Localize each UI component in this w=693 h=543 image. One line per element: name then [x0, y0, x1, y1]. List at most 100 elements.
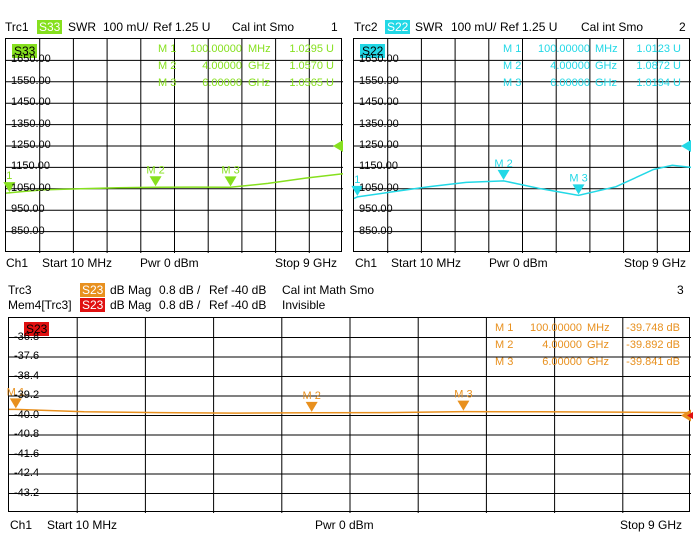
channel-label: Ch1: [6, 256, 29, 270]
marker-label: M 1: [7, 386, 25, 398]
y-axis-label: 1550.00: [11, 74, 51, 87]
marker-stimulus: 100.00000: [538, 43, 590, 55]
scale-label: 100 mU/: [451, 20, 497, 34]
trace-line: [5, 173, 344, 194]
y-axis-label: 1050.00: [11, 181, 51, 194]
marker-name: M 1: [495, 322, 514, 334]
marker-value: -39.841 dB: [626, 356, 680, 368]
memory-trace-name: Mem4[Trc3]: [8, 298, 72, 312]
marker-value: -39.892 dB: [626, 339, 680, 351]
marker-label: M 3: [221, 164, 239, 176]
memory-scale-label: 0.8 dB /: [159, 298, 201, 312]
marker-label: M 2: [146, 164, 164, 176]
marker-value: -39.748 dB: [626, 322, 680, 334]
marker-stimulus: 6.00000: [550, 77, 590, 89]
y-axis-label: 1450.00: [11, 96, 51, 109]
power-label[interactable]: Pwr 0 dBm: [140, 256, 199, 270]
marker-stimulus: 6.00000: [542, 356, 582, 368]
y-axis-label: 1050.00: [359, 181, 399, 194]
y-axis-label: 1550.00: [359, 74, 399, 87]
trace-param-tag: S22: [360, 44, 386, 58]
grid-and-trace: 1 M 2 M 3: [3, 39, 344, 253]
stop-frequency[interactable]: Stop 9 GHz: [624, 256, 687, 270]
trace-name: Trc1: [5, 20, 29, 34]
y-axis-label: 850.00: [11, 224, 45, 237]
diagram-number: 3: [677, 283, 684, 297]
diagram-area[interactable]: 1 M 2 M 3 S33: [3, 38, 344, 253]
y-axis-label: -36.8: [14, 330, 40, 343]
cal-status: Cal int Smo: [581, 20, 644, 34]
power-label[interactable]: Pwr 0 dBm: [315, 518, 374, 532]
y-axis-label: 1150.00: [11, 160, 50, 173]
y-axis-label: -40.8: [14, 428, 40, 440]
stop-frequency[interactable]: Stop 9 GHz: [620, 518, 683, 532]
trace-param-tag: S33: [12, 44, 38, 58]
reference-arrow: [681, 140, 691, 152]
y-axis-label: 1250.00: [359, 139, 399, 151]
start-frequency[interactable]: Start 10 MHz: [47, 518, 118, 532]
ref-label: Ref 1.25 U: [500, 20, 558, 34]
s-parameter-badge[interactable]: S23: [80, 283, 106, 297]
marker-unit: GHz: [595, 77, 617, 89]
marker-triangle: [3, 182, 16, 193]
marker-stimulus: 6.00000: [202, 77, 242, 89]
y-axis-label: 950.00: [11, 203, 45, 216]
memory-visibility-status: Invisible: [282, 298, 326, 312]
y-axis-label: -41.6: [14, 447, 40, 460]
channel-label: Ch1: [355, 256, 378, 270]
y-axis-label: -38.4: [14, 369, 40, 382]
format-label: SWR: [68, 20, 96, 34]
scale-label: 0.8 dB /: [159, 283, 201, 297]
s-parameter-badge[interactable]: S22: [385, 20, 411, 34]
marker-unit: MHz: [595, 43, 618, 55]
marker-triangle: [351, 185, 364, 196]
marker-label: M 2: [303, 390, 321, 402]
y-axis-label: 1450.00: [359, 96, 399, 109]
marker-value: 1.0565 U: [289, 77, 334, 89]
marker-unit: GHz: [587, 339, 609, 351]
marker-stimulus: 4.00000: [542, 339, 582, 351]
marker-triangle: [305, 401, 318, 412]
y-axis-label: 950.00: [359, 203, 393, 216]
diagram-area[interactable]: M 1 M 2 M 3 S23: [7, 317, 693, 513]
s-parameter-badge[interactable]: S33: [37, 20, 63, 34]
y-axis-label: 1650.00: [359, 53, 399, 66]
grid-and-trace: 1 M 2 M 3: [351, 39, 692, 253]
y-axis-label: -40.0: [14, 408, 40, 421]
marker-unit: GHz: [595, 60, 617, 72]
diagram-area[interactable]: 1 M 2 M 3 S22: [351, 38, 692, 253]
diagram-number: 1: [331, 20, 338, 34]
marker-stimulus: 4.00000: [550, 60, 590, 72]
format-label: SWR: [415, 20, 443, 34]
start-frequency[interactable]: Start 10 MHz: [391, 256, 462, 270]
start-frequency[interactable]: Start 10 MHz: [42, 256, 113, 270]
marker-unit: MHz: [587, 322, 610, 334]
y-axis-label: -39.2: [14, 389, 40, 401]
y-axis-label: 850.00: [359, 224, 393, 237]
marker-triangle: [9, 398, 22, 409]
marker-value: 1.0872 U: [636, 60, 681, 72]
y-axis-label: -43.2: [14, 486, 40, 499]
y-axis-label: 1350.00: [11, 117, 51, 130]
y-axis-label: 1350.00: [359, 117, 399, 130]
ref-label: Ref -40 dB: [209, 283, 267, 297]
y-axis-label: 1150.00: [359, 160, 398, 173]
trace-line: [353, 164, 692, 200]
y-axis-label: 1250.00: [11, 139, 51, 151]
power-label[interactable]: Pwr 0 dBm: [489, 256, 548, 270]
marker-unit: GHz: [248, 77, 270, 89]
marker-value: 1.0570 U: [289, 60, 334, 72]
marker-value: 1.0194 U: [636, 77, 681, 89]
marker-triangle: [572, 184, 585, 195]
memory-param-badge[interactable]: S23: [80, 298, 106, 312]
marker-stimulus: 100.00000: [190, 43, 242, 55]
y-axis-label: -37.6: [14, 350, 40, 362]
diagram-number: 2: [679, 20, 686, 34]
marker-triangle: [457, 400, 470, 411]
ref-label: Ref 1.25 U: [153, 20, 211, 34]
marker-label: 1: [354, 174, 360, 186]
marker-name: M 3: [495, 356, 514, 368]
stop-frequency[interactable]: Stop 9 GHz: [275, 256, 338, 270]
marker-name: M 3: [158, 77, 177, 89]
marker-unit: MHz: [248, 43, 271, 55]
